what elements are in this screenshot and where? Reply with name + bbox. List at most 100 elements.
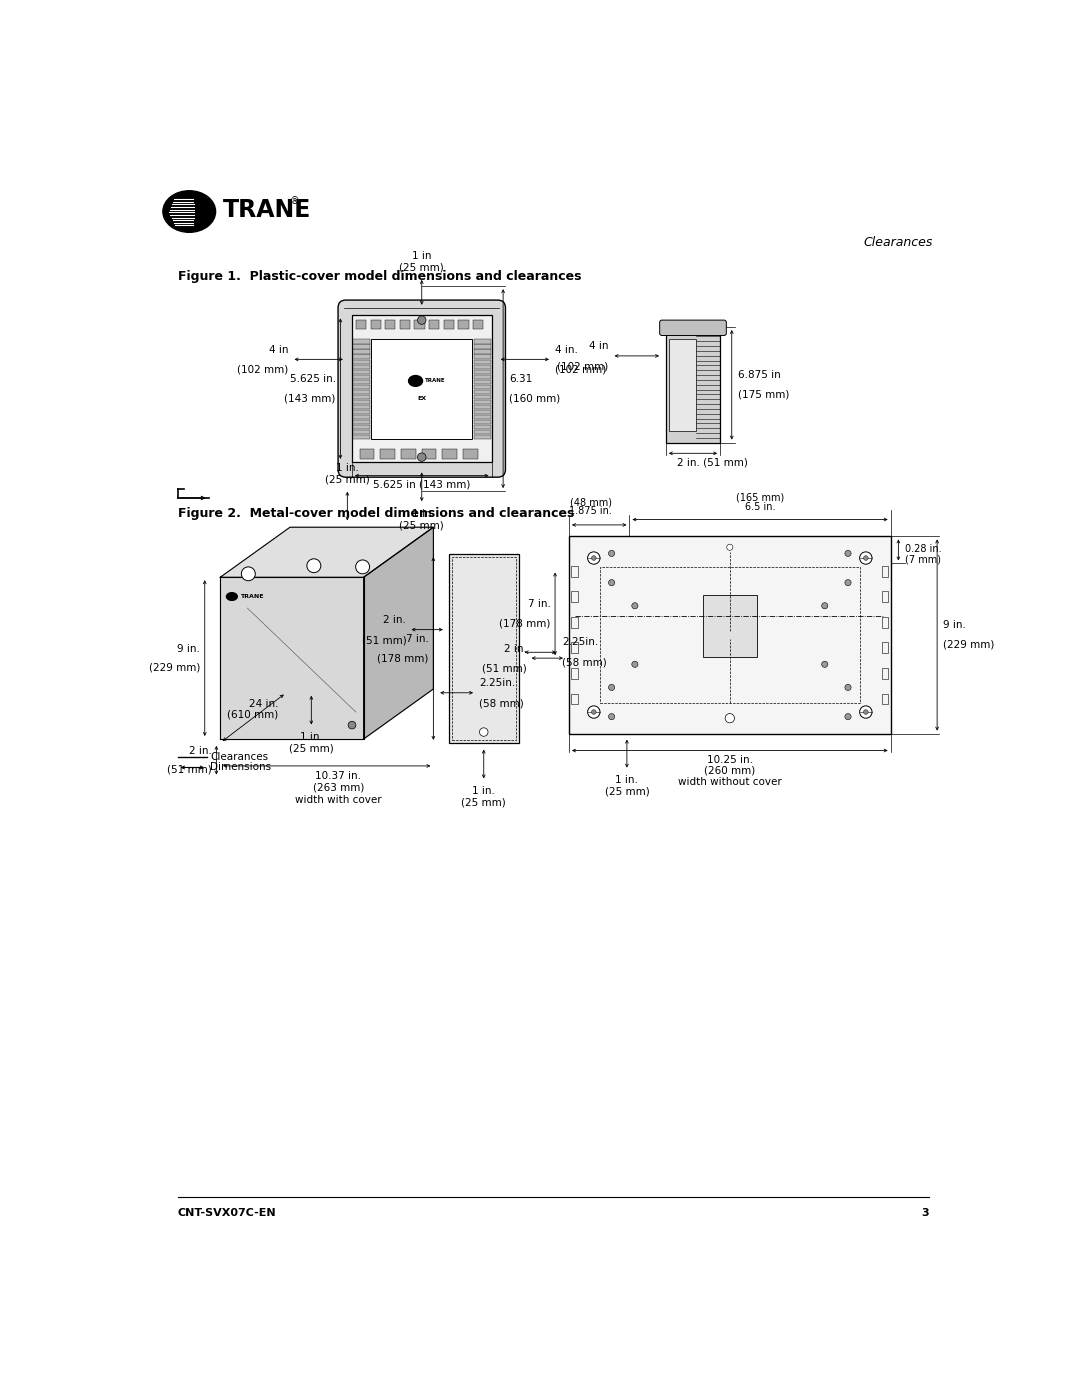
Text: 10.37 in.: 10.37 in.: [315, 771, 362, 781]
Text: 1 in.
(25 mm): 1 in. (25 mm): [461, 787, 507, 807]
Bar: [353, 390, 369, 394]
Text: 2.25in.: 2.25in.: [562, 637, 598, 647]
Bar: [353, 355, 369, 359]
Text: (58 mm): (58 mm): [562, 658, 607, 668]
Circle shape: [845, 550, 851, 556]
Bar: [353, 429, 369, 433]
Text: 24 in.: 24 in.: [248, 698, 279, 708]
Text: 6.31: 6.31: [510, 374, 532, 384]
Circle shape: [592, 710, 596, 714]
Bar: [571, 591, 578, 602]
Circle shape: [845, 714, 851, 719]
Bar: [353, 380, 369, 384]
FancyBboxPatch shape: [660, 320, 727, 335]
Bar: [353, 374, 369, 379]
Bar: [353, 359, 369, 363]
Bar: [474, 405, 490, 409]
Bar: [372, 338, 472, 439]
Polygon shape: [220, 527, 433, 577]
Text: 5.625 in.: 5.625 in.: [289, 374, 336, 384]
Bar: [474, 419, 490, 423]
Bar: [353, 394, 369, 398]
Text: (229 mm): (229 mm): [943, 640, 995, 650]
Circle shape: [608, 685, 615, 690]
Bar: [458, 320, 469, 330]
Text: 9 in.: 9 in.: [177, 644, 200, 654]
Circle shape: [588, 552, 600, 564]
Text: 1 in.
(25 mm): 1 in. (25 mm): [325, 462, 369, 485]
Bar: [474, 374, 490, 379]
Bar: [571, 693, 578, 704]
Bar: [882, 591, 889, 602]
Text: 1 in
(25 mm): 1 in (25 mm): [400, 509, 444, 531]
Bar: [353, 400, 369, 404]
Text: (51 mm): (51 mm): [362, 636, 406, 645]
Text: (178 mm): (178 mm): [499, 619, 551, 629]
Text: TRANE: TRANE: [424, 379, 445, 383]
Polygon shape: [364, 527, 433, 739]
Text: 1 in.
(25 mm): 1 in. (25 mm): [289, 732, 334, 753]
Bar: [571, 617, 578, 627]
Text: TRANE: TRANE: [241, 594, 264, 599]
Text: 4 in: 4 in: [589, 341, 608, 351]
Bar: [474, 339, 490, 344]
Bar: [474, 415, 490, 419]
Text: width without cover: width without cover: [678, 777, 782, 787]
Text: (610 mm): (610 mm): [227, 710, 279, 719]
Bar: [380, 450, 395, 458]
Text: 1.875 in.: 1.875 in.: [569, 507, 612, 517]
Text: 6.875 in: 6.875 in: [738, 370, 781, 380]
Ellipse shape: [408, 376, 422, 387]
Bar: [571, 643, 578, 654]
Bar: [882, 693, 889, 704]
Bar: [353, 405, 369, 409]
Bar: [360, 450, 374, 458]
Bar: [474, 409, 490, 414]
Bar: [474, 384, 490, 388]
Ellipse shape: [163, 191, 216, 232]
Text: (102 mm): (102 mm): [238, 365, 288, 374]
Circle shape: [845, 580, 851, 585]
Text: (260 mm): (260 mm): [704, 766, 755, 775]
Bar: [415, 320, 424, 330]
Text: Clearances: Clearances: [864, 236, 933, 249]
Text: (102 mm): (102 mm): [555, 365, 606, 374]
Text: (165 mm): (165 mm): [735, 493, 784, 503]
Bar: [353, 370, 369, 373]
Bar: [353, 409, 369, 414]
Bar: [443, 450, 457, 458]
Bar: [353, 365, 369, 369]
Circle shape: [822, 661, 828, 668]
Bar: [353, 349, 369, 353]
Circle shape: [632, 602, 638, 609]
Bar: [882, 617, 889, 627]
Bar: [356, 320, 366, 330]
Circle shape: [241, 567, 255, 581]
Bar: [353, 419, 369, 423]
Text: (160 mm): (160 mm): [510, 393, 561, 404]
Bar: [463, 450, 477, 458]
Text: 1 in.
(25 mm): 1 in. (25 mm): [605, 775, 649, 796]
Bar: [474, 429, 490, 433]
Circle shape: [608, 714, 615, 719]
Text: 4 in.: 4 in.: [555, 345, 578, 355]
Ellipse shape: [227, 592, 238, 601]
Bar: [474, 370, 490, 373]
Text: 0.28 in.: 0.28 in.: [905, 543, 941, 553]
Bar: [666, 327, 720, 443]
Text: CNT-SVX07C-EN: CNT-SVX07C-EN: [177, 1207, 276, 1218]
Bar: [474, 380, 490, 384]
Bar: [882, 643, 889, 654]
Text: (51 mm): (51 mm): [167, 764, 212, 775]
Text: ®: ®: [291, 196, 300, 205]
Text: 2 in.: 2 in.: [383, 615, 406, 624]
Text: (58 mm): (58 mm): [480, 698, 524, 708]
Bar: [352, 316, 491, 462]
Text: Clearances: Clearances: [211, 752, 268, 761]
Text: 9 in.: 9 in.: [943, 620, 967, 630]
Text: (7 mm): (7 mm): [905, 555, 941, 564]
Circle shape: [418, 316, 426, 324]
Bar: [474, 390, 490, 394]
Circle shape: [418, 453, 426, 461]
Bar: [474, 400, 490, 404]
